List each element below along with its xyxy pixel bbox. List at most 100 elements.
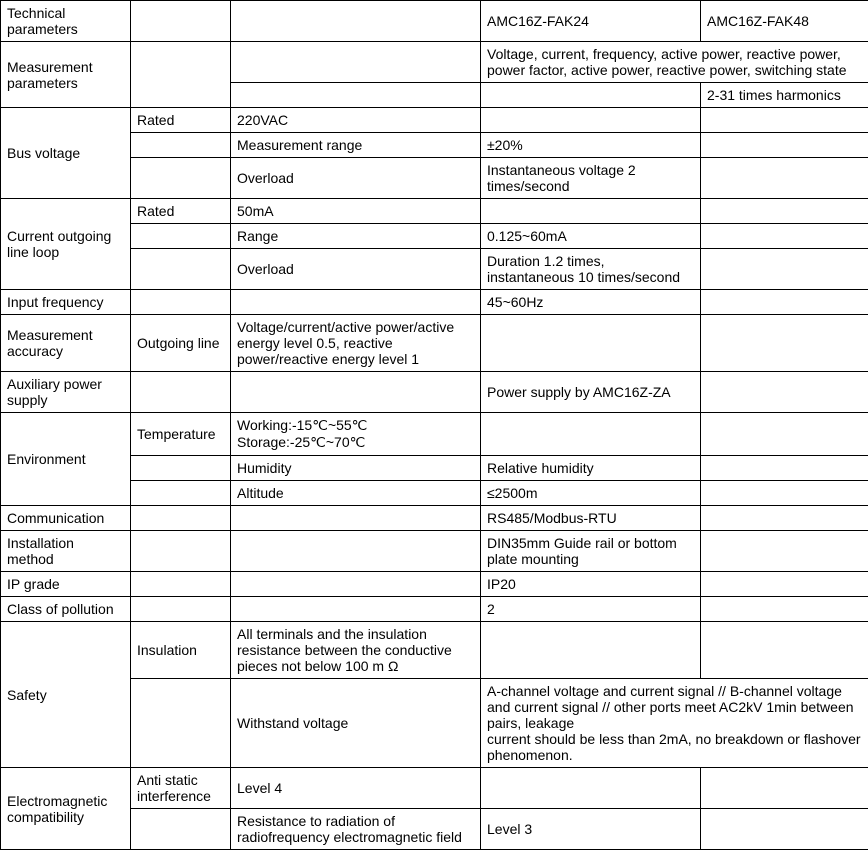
cell-current-rated-value: 50mA (231, 199, 481, 224)
cell-emc-label: Electromagnetic compatibility (1, 768, 131, 850)
cell-meas-acc-value: Voltage/current/active power/active ener… (231, 315, 481, 372)
cell-empty (131, 224, 231, 249)
cell-empty (701, 108, 868, 133)
cell-current-loop-label: Current outgoing line loop (1, 199, 131, 290)
cell-empty (701, 372, 868, 413)
cell-empty (481, 83, 701, 108)
cell-env-label: Environment (1, 413, 131, 506)
table-row: Humidity Relative humidity (1, 456, 868, 481)
cell-emc-antistatic-label: Anti static interference (131, 768, 231, 809)
table-row: Altitude ≤2500m (1, 481, 868, 506)
table-row: Input frequency 45~60Hz (1, 290, 868, 315)
cell-safety-withstand-value: A-channel voltage and current signal // … (481, 679, 868, 768)
cell-empty (131, 372, 231, 413)
cell-safety-withstand-label: Withstand voltage (231, 679, 481, 768)
cell-env-altitude-label: Altitude (231, 481, 481, 506)
cell-empty (701, 315, 868, 372)
cell-meas-acc-label: Measurement accuracy (1, 315, 131, 372)
table-row: Measurement accuracy Outgoing line Volta… (1, 315, 868, 372)
cell-empty (481, 108, 701, 133)
cell-input-freq-value: 45~60Hz (481, 290, 701, 315)
cell-empty (701, 809, 868, 850)
cell-current-overload-label: Overload (231, 249, 481, 290)
cell-empty (481, 199, 701, 224)
table-row: Environment Temperature Working:-15℃~55℃… (1, 413, 868, 456)
cell-empty (701, 133, 868, 158)
cell-empty (701, 572, 868, 597)
cell-emc-radiation-label: Resistance to radiation of radiofrequenc… (231, 809, 481, 850)
table-row: Overload Duration 1.2 times, instantaneo… (1, 249, 868, 290)
table-row: Resistance to radiation of radiofrequenc… (1, 809, 868, 850)
table-row: Class of pollution 2 (1, 597, 868, 622)
cell-aux-power-value: Power supply by AMC16Z-ZA (481, 372, 701, 413)
cell-env-altitude-value: ≤2500m (481, 481, 701, 506)
cell-model-b: AMC16Z-FAK48 (701, 1, 868, 42)
cell-safety-ins-label: Insulation (131, 622, 231, 679)
cell-current-rated-label: Rated (131, 199, 231, 224)
cell-empty (481, 768, 701, 809)
cell-empty (131, 290, 231, 315)
cell-empty (131, 481, 231, 506)
cell-empty (131, 809, 231, 850)
table-row: Safety Insulation All terminals and the … (1, 622, 868, 679)
cell-empty (131, 597, 231, 622)
cell-install-label: Installation method (1, 531, 131, 572)
cell-empty (701, 249, 868, 290)
cell-bus-overload-value: Instantaneous voltage 2 times/second (481, 158, 701, 199)
cell-empty (701, 506, 868, 531)
cell-empty (231, 572, 481, 597)
cell-safety-ins-value: All terminals and the insulation resista… (231, 622, 481, 679)
cell-bus-range-label: Measurement range (231, 133, 481, 158)
cell-empty (701, 413, 868, 456)
cell-ip-value: IP20 (481, 572, 701, 597)
cell-empty (481, 413, 701, 456)
table-row: Auxiliary power supply Power supply by A… (1, 372, 868, 413)
cell-pollution-label: Class of pollution (1, 597, 131, 622)
cell-current-range-label: Range (231, 224, 481, 249)
cell-empty (231, 290, 481, 315)
cell-meas-params-label: Measurement parameters (1, 42, 131, 108)
cell-install-value: DIN35mm Guide rail or bottom plate mount… (481, 531, 701, 572)
cell-empty (131, 456, 231, 481)
cell-bus-range-value: ±20% (481, 133, 701, 158)
cell-comm-label: Communication (1, 506, 131, 531)
cell-empty (701, 531, 868, 572)
cell-empty (231, 42, 481, 83)
cell-comm-value: RS485/Modbus-RTU (481, 506, 701, 531)
table-row: Technical parameters AMC16Z-FAK24 AMC16Z… (1, 1, 868, 42)
cell-emc-radiation-value: Level 3 (481, 809, 701, 850)
cell-bus-rated-value: 220VAC (231, 108, 481, 133)
cell-current-overload-value: Duration 1.2 times, instantaneous 10 tim… (481, 249, 701, 290)
table-row: Range 0.125~60mA (1, 224, 868, 249)
cell-empty (701, 224, 868, 249)
cell-empty (481, 315, 701, 372)
cell-empty (231, 83, 481, 108)
cell-empty (231, 506, 481, 531)
cell-empty (701, 768, 868, 809)
cell-empty (131, 158, 231, 199)
cell-pollution-value: 2 (481, 597, 701, 622)
cell-empty (231, 372, 481, 413)
cell-bus-rated-label: Rated (131, 108, 231, 133)
cell-empty (231, 597, 481, 622)
table-row: Bus voltage Rated 220VAC (1, 108, 868, 133)
cell-empty (131, 531, 231, 572)
cell-ip-label: IP grade (1, 572, 131, 597)
cell-empty (701, 597, 868, 622)
cell-empty (701, 158, 868, 199)
table-row: Withstand voltage A-channel voltage and … (1, 679, 868, 768)
table-row: IP grade IP20 (1, 572, 868, 597)
cell-empty (701, 481, 868, 506)
table-row: Communication RS485/Modbus-RTU (1, 506, 868, 531)
spec-table: Technical parameters AMC16Z-FAK24 AMC16Z… (0, 0, 868, 850)
cell-env-humidity-label: Humidity (231, 456, 481, 481)
cell-tech-params: Technical parameters (1, 1, 131, 42)
cell-aux-power-label: Auxiliary power supply (1, 372, 131, 413)
table-row: Measurement parameters Voltage, current,… (1, 42, 868, 83)
cell-empty (481, 622, 701, 679)
cell-bus-overload-label: Overload (231, 158, 481, 199)
cell-empty (701, 622, 868, 679)
cell-emc-antistatic-value: Level 4 (231, 768, 481, 809)
cell-empty (231, 531, 481, 572)
cell-current-range-value: 0.125~60mA (481, 224, 701, 249)
